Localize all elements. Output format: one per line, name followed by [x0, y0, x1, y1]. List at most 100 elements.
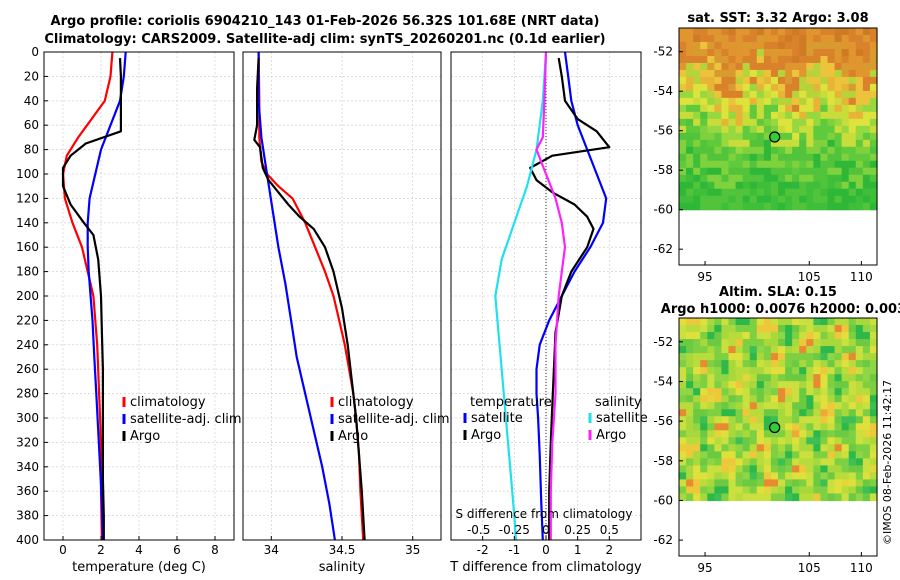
heatmap-cell — [742, 423, 751, 431]
heatmap-cell — [834, 493, 843, 502]
heatmap-cell — [721, 174, 730, 183]
heatmap-cell — [728, 48, 737, 57]
heatmap-cell — [841, 48, 850, 57]
heatmap-cell — [792, 48, 800, 57]
heatmap-cell — [756, 423, 765, 431]
heatmap-cell — [749, 62, 758, 71]
heatmap-cell — [770, 28, 779, 36]
heatmap-cell — [679, 430, 687, 438]
heatmap-cell — [770, 346, 779, 354]
heatmap-cell — [827, 139, 836, 148]
heatmap-cell — [820, 132, 829, 141]
heatmap-cell — [869, 195, 878, 204]
heatmap-cell — [862, 55, 871, 64]
heatmap-cell — [869, 367, 878, 375]
heatmap-cell — [679, 402, 687, 410]
heatmap-cell — [827, 360, 836, 368]
heatmap-cell — [700, 318, 708, 326]
heatmap-cell — [778, 104, 786, 113]
heatmap-cell — [869, 174, 878, 183]
series-line-argo — [253, 58, 366, 541]
heatmap-cell — [848, 202, 857, 211]
heatmap-cell — [700, 388, 708, 396]
y-tick-label: 60 — [24, 118, 39, 132]
heatmap-cell — [707, 188, 715, 197]
heatmap-cell — [799, 97, 807, 106]
heatmap-cell — [834, 41, 843, 50]
heatmap-cell — [834, 97, 843, 106]
heatmap-cell — [834, 28, 843, 36]
heatmap-cell — [834, 167, 843, 176]
heatmap-cell — [820, 395, 829, 403]
heatmap-cell — [785, 381, 793, 389]
heatmap-cell — [742, 367, 751, 375]
heatmap-cell — [862, 139, 871, 148]
heatmap-cell — [834, 486, 843, 495]
heatmap-cell — [806, 146, 814, 155]
heatmap-cell — [855, 202, 864, 211]
heatmap-cell — [855, 34, 864, 43]
heatmap-cell — [714, 83, 723, 92]
heatmap-cell — [855, 118, 864, 127]
heatmap-cell — [792, 195, 800, 204]
heatmap-cell — [756, 139, 765, 148]
heatmap-cell — [686, 174, 694, 183]
heatmap-cell — [707, 465, 715, 473]
heatmap-cell — [778, 139, 786, 148]
heatmap-cell — [841, 188, 850, 197]
heatmap-cell — [770, 90, 779, 99]
heatmap-cell — [728, 367, 737, 375]
heatmap-cell — [799, 174, 807, 183]
heatmap-cell — [834, 325, 843, 333]
heatmap-cell — [820, 41, 829, 50]
heatmap-cell — [728, 486, 737, 495]
heatmap-cell — [799, 388, 807, 396]
heatmap-cell — [763, 174, 772, 183]
heatmap-cell — [785, 430, 793, 438]
heatmap-cell — [707, 458, 715, 466]
heatmap-cell — [827, 472, 836, 481]
heatmap-cell — [763, 437, 772, 445]
heatmap-cell — [799, 48, 807, 57]
heatmap-cell — [707, 493, 715, 502]
heatmap-cell — [707, 402, 715, 410]
heatmap-cell — [749, 104, 758, 113]
map-x-tick-label: 95 — [697, 270, 712, 284]
heatmap-cell — [749, 69, 758, 78]
heatmap-cell — [813, 48, 822, 57]
heatmap-cell — [827, 367, 836, 375]
heatmap-cell — [799, 104, 807, 113]
s-difference-tick-label: -0.5 — [467, 523, 490, 537]
heatmap-cell — [770, 153, 779, 162]
heatmap-cell — [785, 160, 793, 169]
heatmap-cell — [841, 437, 850, 445]
heatmap-cell — [770, 41, 779, 50]
heatmap-cell — [728, 202, 737, 211]
heatmap-cell — [742, 174, 751, 183]
heatmap-cell — [721, 458, 730, 466]
heatmap-cell — [841, 451, 850, 459]
heatmap-cell — [792, 416, 800, 424]
heatmap-cell — [742, 472, 751, 481]
heatmap-cell — [848, 430, 857, 438]
heatmap-cell — [728, 402, 737, 410]
heatmap-cell — [834, 444, 843, 452]
heatmap-cell — [855, 416, 864, 424]
heatmap-cell — [834, 381, 843, 389]
heatmap-cell — [862, 493, 871, 502]
heatmap-cell — [792, 90, 800, 99]
heatmap-cell — [792, 55, 800, 64]
heatmap-cell — [806, 48, 814, 57]
heatmap-cell — [749, 76, 758, 85]
heatmap-cell — [792, 28, 800, 36]
heatmap-cell — [693, 339, 701, 347]
heatmap-cell — [848, 69, 857, 78]
heatmap-cell — [693, 62, 701, 71]
heatmap-cell — [799, 402, 807, 410]
heatmap-cell — [693, 83, 701, 92]
heatmap-cell — [848, 62, 857, 71]
heatmap-cell — [721, 479, 730, 488]
heatmap-cell — [848, 444, 857, 452]
heatmap-cell — [763, 346, 772, 354]
heatmap-cell — [855, 346, 864, 354]
